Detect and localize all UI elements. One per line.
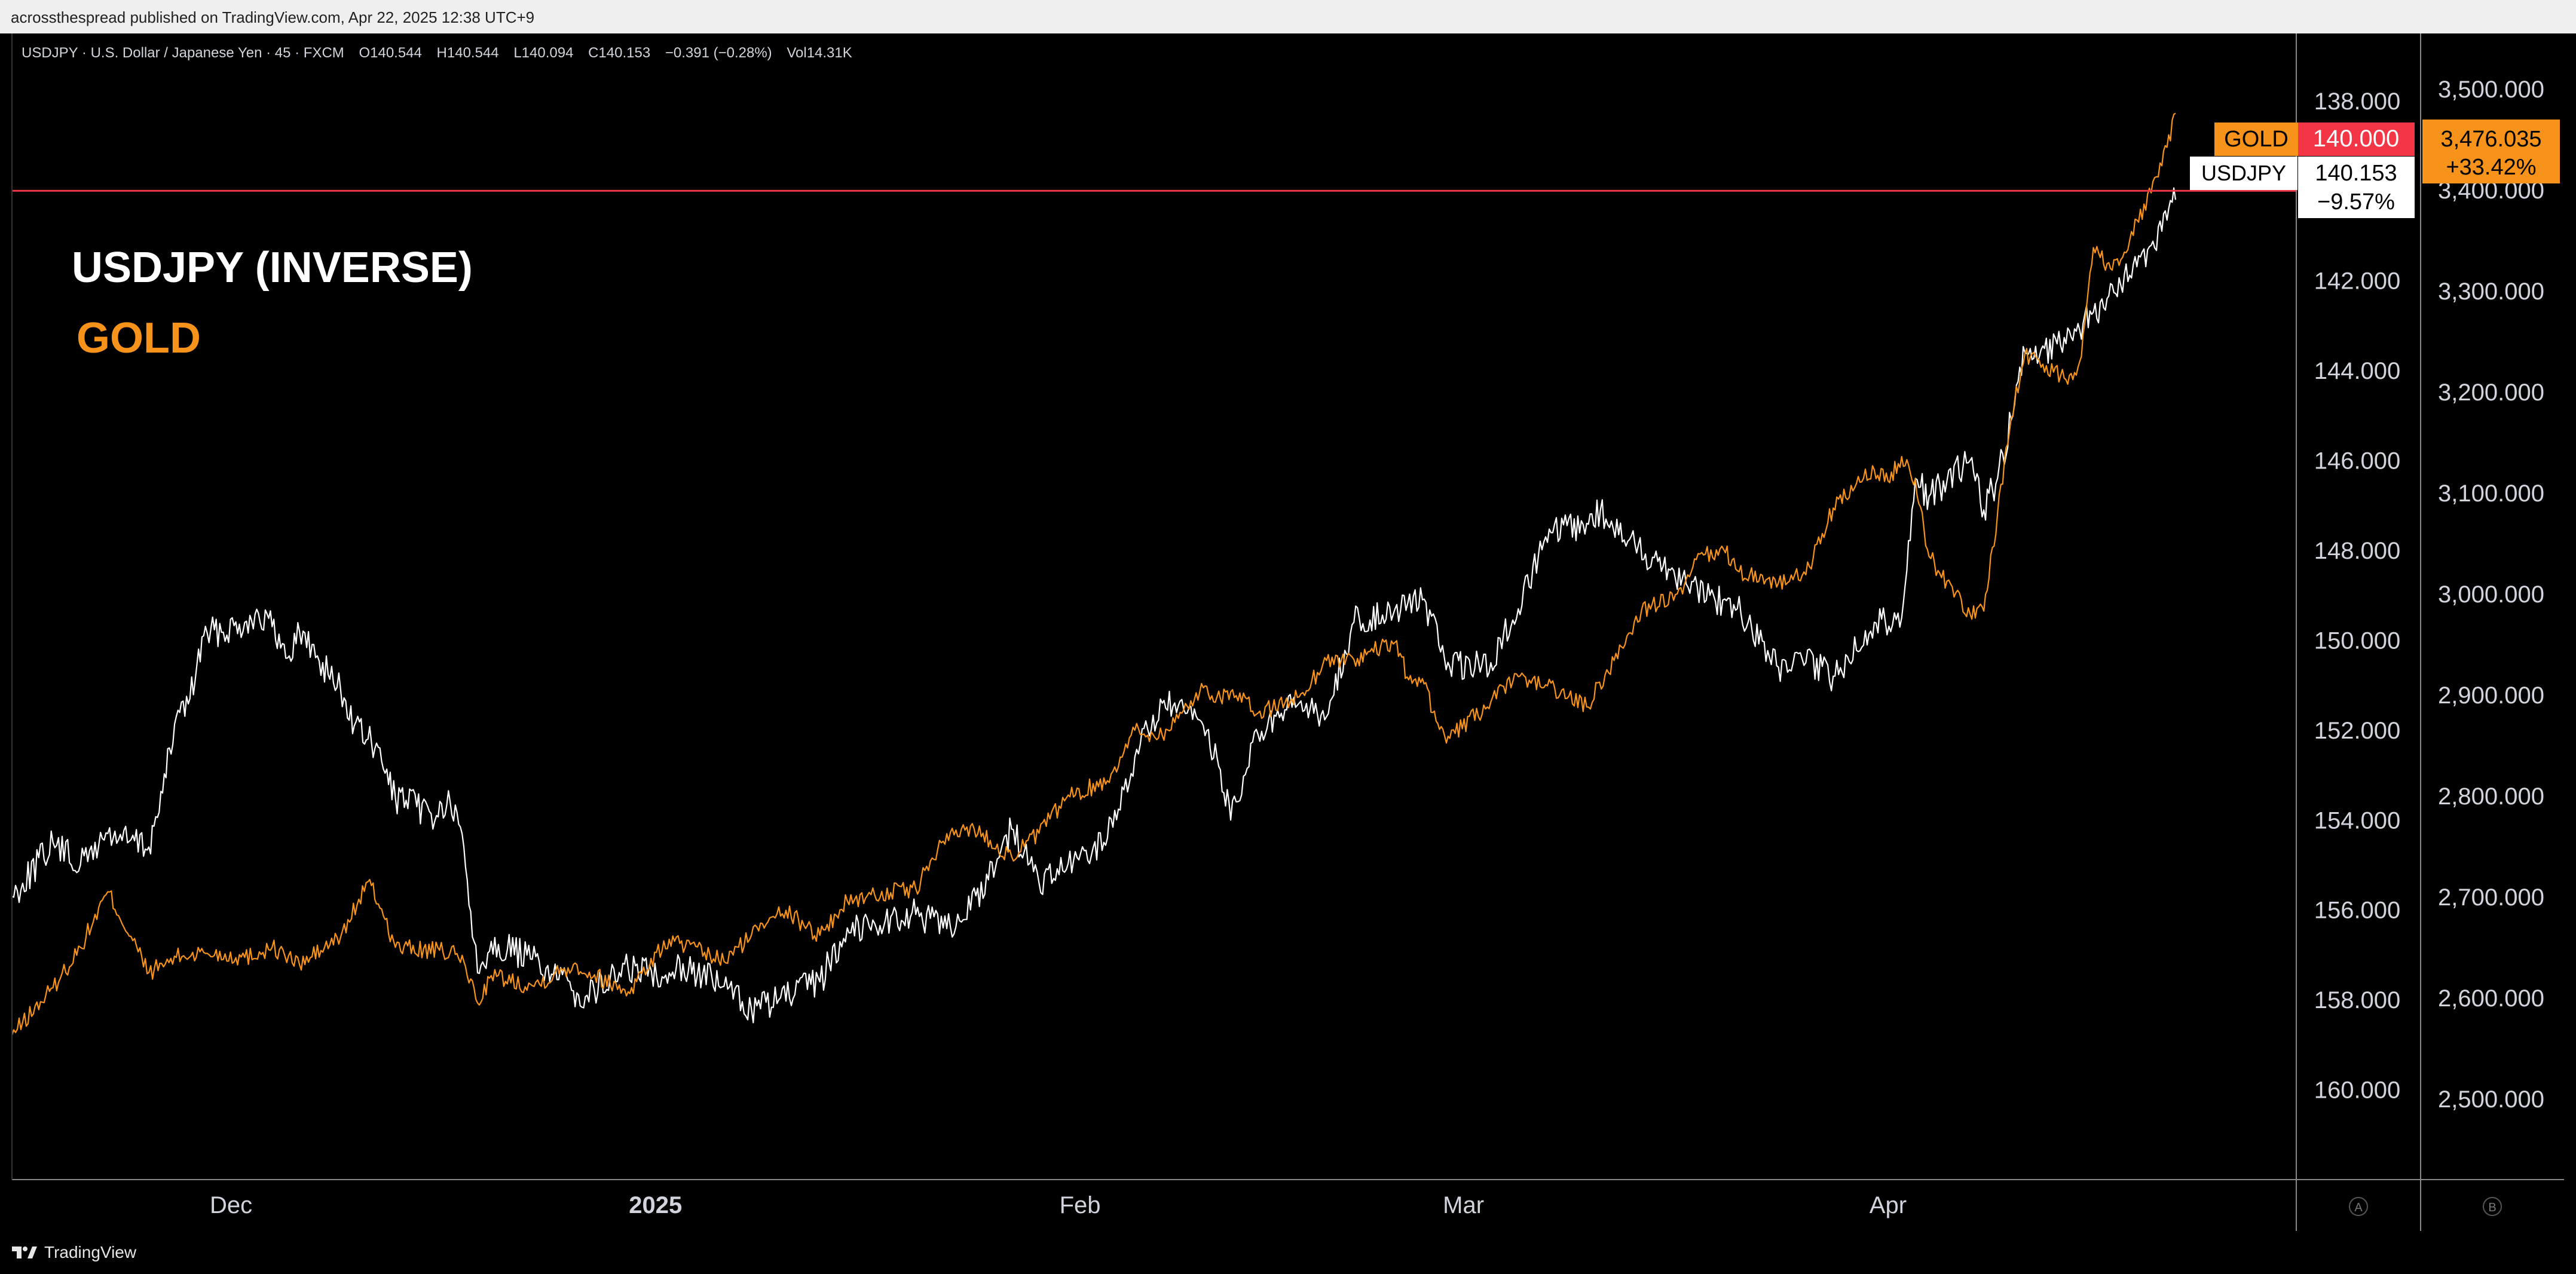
- legend-line: USDJPY · U.S. Dollar / Japanese Yen · 45…: [22, 45, 852, 61]
- legend-symbol: USDJPY · U.S. Dollar / Japanese Yen · 45…: [22, 45, 344, 61]
- usdjpy-axis-tick-label: 142.000: [2314, 268, 2401, 295]
- gold-axis-tick-label: 3,200.000: [2438, 379, 2544, 406]
- annotation-gold: GOLD: [77, 314, 201, 362]
- legend-volume: Vol14.31K: [787, 45, 852, 61]
- gold-axis-tick-label: 2,700.000: [2438, 884, 2544, 911]
- usdjpy-axis-tick-label: 138.000: [2314, 88, 2401, 115]
- usdjpy-price-tag-change: −9.57%: [2317, 189, 2395, 215]
- usdjpy-axis-tick-label: 158.000: [2314, 987, 2401, 1013]
- usdjpy-axis-tick-label: 156.000: [2314, 898, 2401, 924]
- usdjpy-axis-tick-label: 150.000: [2314, 627, 2401, 654]
- gold-axis-tick-label: 3,500.000: [2438, 76, 2544, 103]
- gold-axis-tick-label: 2,800.000: [2438, 783, 2544, 810]
- plot-background: [12, 33, 2296, 1180]
- annotation-usdjpy-inverse: USDJPY (INVERSE): [72, 244, 473, 292]
- usdjpy-axis-tick-label: 152.000: [2314, 718, 2401, 744]
- usdjpy-axis-tick-label: 146.000: [2314, 448, 2401, 474]
- gold-axis-tick-label: 2,600.000: [2438, 985, 2544, 1012]
- publish-header: acrossthespread published on TradingView…: [0, 0, 2576, 33]
- gold-price-tag: [2422, 120, 2560, 183]
- usdjpy-axis-tick-label: 148.000: [2314, 538, 2401, 564]
- time-axis-tick-label: Feb: [1060, 1192, 1101, 1218]
- legend-close: C140.153: [588, 45, 650, 61]
- usdjpy-name-tag: [2190, 157, 2297, 190]
- time-axis-tick-label: Apr: [1870, 1192, 1907, 1218]
- gold-name-tag-text: GOLD: [2224, 127, 2289, 152]
- scale-badge-a[interactable]: A: [2349, 1197, 2368, 1216]
- scale-badge-a-text: A: [2354, 1201, 2363, 1214]
- time-axis-tick-label: Dec: [210, 1192, 252, 1218]
- scale-badge-b[interactable]: B: [2483, 1197, 2502, 1216]
- footer-bar: [0, 1231, 2576, 1274]
- gold-price-axis[interactable]: 2,500.000 2,600.000 2,700.000 2,800.000 2,90…: [2438, 76, 2544, 1113]
- time-axis[interactable]: Dec 2025 Feb Mar Apr: [210, 1192, 1907, 1218]
- hline-price-tag: [2298, 122, 2415, 156]
- series-layer: [11, 112, 2177, 1036]
- time-axis-tick-label: Mar: [1443, 1192, 1484, 1218]
- legend-high: H140.544: [437, 45, 499, 61]
- usdjpy-axis-tick-label: 144.000: [2314, 358, 2401, 384]
- series-line-usdjpy: [11, 187, 2177, 1024]
- gold-axis-tick-label: 3,300.000: [2438, 278, 2544, 305]
- usdjpy-axis-tick-label: 160.000: [2314, 1077, 2401, 1104]
- legend-open: O140.544: [359, 45, 421, 61]
- tradingview-logo-icon: [12, 1247, 37, 1258]
- legend-change: −0.391 (−0.28%): [665, 45, 772, 61]
- series-line-gold: [11, 112, 2176, 1036]
- usdjpy-price-tag-value: 140.153: [2315, 161, 2397, 186]
- scale-badge-b-text: B: [2488, 1201, 2496, 1214]
- gold-price-tag-value: 3,476.035: [2440, 127, 2541, 152]
- usdjpy-axis-tick-label: 154.000: [2314, 807, 2401, 834]
- gold-axis-tick-label: 3,000.000: [2438, 581, 2544, 608]
- tradingview-logo[interactable]: TradingView: [12, 1243, 136, 1262]
- gold-axis-tick-label: 2,900.000: [2438, 682, 2544, 709]
- hline-price-tag-text: 140.000: [2313, 125, 2400, 152]
- gold-name-tag: [2214, 122, 2298, 156]
- usdjpy-price-tag: [2298, 157, 2415, 218]
- published-by-text: acrossthespread published on TradingView…: [11, 8, 535, 26]
- legend-low: L140.094: [513, 45, 573, 61]
- tradingview-brand-text: TradingView: [44, 1243, 137, 1261]
- usdjpy-name-tag-text: USDJPY: [2201, 161, 2286, 185]
- chart-area[interactable]: 138.000 142.000 144.000 146.000 148.000 150.0…: [0, 33, 2576, 1231]
- usdjpy-price-axis[interactable]: 138.000 142.000 144.000 146.000 148.000 150.0…: [2314, 88, 2401, 1104]
- price-tags: GOLD 140.000 USDJPY 140.153 −9.57% 3,476…: [2190, 120, 2560, 218]
- gold-price-tag-change: +33.42%: [2446, 155, 2536, 180]
- gold-axis-tick-label: 2,500.000: [2438, 1086, 2544, 1113]
- gold-axis-tick-label: 3,100.000: [2438, 480, 2544, 507]
- time-axis-tick-label: 2025: [629, 1192, 682, 1218]
- chart-canvas[interactable]: 138.000 142.000 144.000 146.000 148.000 150.0…: [0, 33, 2576, 1231]
